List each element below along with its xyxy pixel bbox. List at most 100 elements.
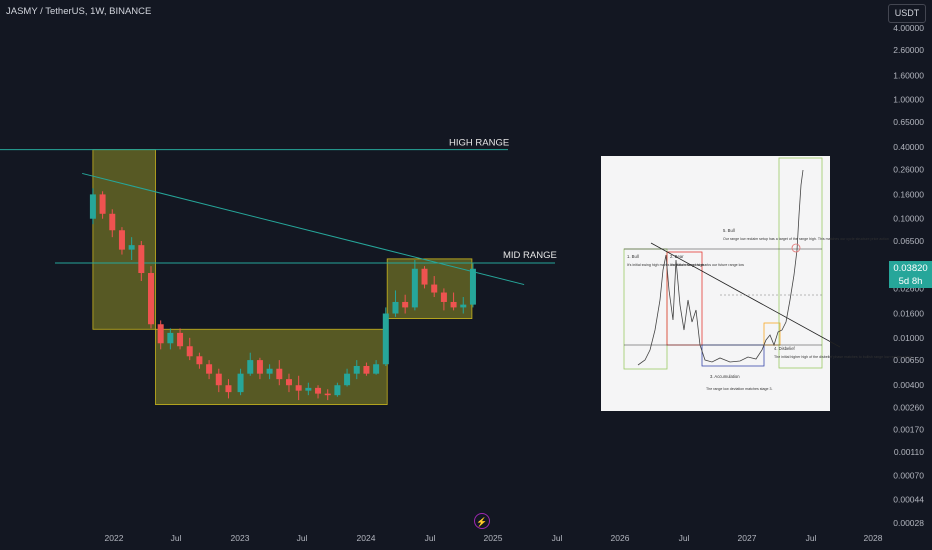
price-scale: 4.00000 2.60000 1.60000 1.00000 0.65000 0.400…: [893, 23, 924, 528]
time-scale: 2022 Jul 2023 Jul 2024 Jul 2025 Jul 2026 Jul 2027 J…: [105, 533, 883, 543]
candle: [411, 260, 418, 311]
last-price: 0.03820: [893, 263, 928, 274]
candle: [421, 266, 428, 289]
price-tick: 4.00000: [893, 23, 924, 33]
price-tick: 1.00000: [893, 95, 924, 105]
inset-bear-note: It's initial swing low marks our future …: [670, 263, 744, 267]
candle-body: [440, 292, 447, 302]
price-tick: 0.06500: [893, 236, 924, 246]
candle-body: [392, 301, 399, 314]
candle: [440, 288, 447, 311]
candle-body: [324, 393, 331, 396]
candle: [89, 188, 96, 225]
candle: [363, 362, 370, 376]
candle-body: [148, 273, 155, 325]
time-tick: Jul: [806, 533, 817, 543]
price-tick: 0.00070: [893, 470, 924, 480]
candle-body: [363, 365, 370, 374]
inset-bear-label: 2. Bear: [670, 254, 684, 259]
inset-bull5-note: Our range low reclaim setup has a target…: [723, 237, 889, 241]
time-tick: 2026: [611, 533, 630, 543]
inset-accumulation-label: 3. Accumulation: [710, 374, 740, 379]
candle: [167, 328, 174, 350]
range-zone-3: [386, 258, 473, 320]
candle-body: [256, 360, 263, 374]
price-tick: 0.40000: [893, 142, 924, 152]
candle-body: [266, 368, 273, 374]
currency-button[interactable]: USDT: [888, 4, 926, 23]
candle-body: [99, 194, 106, 214]
candle-body: [196, 356, 203, 365]
candle: [215, 368, 222, 393]
candle-body: [128, 245, 135, 250]
candle: [225, 379, 232, 399]
candle: [353, 360, 360, 380]
candle-body: [402, 301, 409, 308]
candle: [128, 237, 135, 261]
time-tick: Jul: [679, 533, 690, 543]
price-tick: 0.00028: [893, 518, 924, 528]
candle-body: [334, 385, 341, 396]
range-zone-2: [155, 328, 388, 406]
candle-body: [109, 213, 116, 231]
last-price-badge: 0.03820 5d 8h: [889, 261, 932, 288]
candle-body: [373, 364, 380, 374]
candle-body: [411, 268, 418, 308]
candle-body: [276, 368, 283, 380]
bolt-icon[interactable]: ⚡: [474, 513, 490, 529]
candle-body: [382, 313, 389, 365]
candle-body: [469, 268, 476, 305]
time-tick: 2025: [484, 533, 503, 543]
inset-bull1-note: It's initial swing high marks our future…: [627, 263, 704, 267]
candle-body: [421, 268, 428, 285]
candle-body: [305, 387, 312, 391]
candle: [266, 364, 273, 380]
candle-body: [118, 230, 125, 250]
candle: [344, 368, 351, 387]
candle-body: [138, 245, 145, 274]
price-tick: 0.00170: [893, 424, 924, 434]
candle: [109, 209, 116, 238]
candle: [373, 360, 380, 375]
candle: [148, 266, 155, 329]
candle-body: [285, 379, 292, 386]
candle: [177, 328, 184, 350]
price-tick: 0.00400: [893, 380, 924, 390]
candle: [247, 352, 254, 376]
candle: [324, 389, 331, 401]
price-tick: 0.01600: [893, 309, 924, 319]
candle: [392, 290, 399, 317]
range-levels: [0, 149, 555, 264]
inset-bull5-label: 5. Bull: [723, 228, 735, 233]
inset-accumulation-note: The range low deviation matches stage 3.: [706, 387, 773, 391]
candle: [196, 352, 203, 369]
candle: [431, 276, 438, 298]
candle: [276, 360, 283, 386]
candle-body: [177, 332, 184, 347]
inset-bull1-label: 1. Bull: [627, 254, 639, 259]
price-tick: 1.60000: [893, 70, 924, 80]
candle-body: [206, 364, 213, 374]
candle-body: [450, 301, 457, 308]
inset-disbelief-label: 4. Disbelief: [774, 346, 796, 351]
candle-body: [431, 284, 438, 293]
candle-body: [186, 346, 193, 357]
mid-range-label: MID RANGE: [503, 250, 557, 261]
candle: [295, 375, 302, 401]
bar-countdown: 5d 8h: [898, 276, 923, 287]
time-tick: Jul: [297, 533, 308, 543]
price-tick: 0.16000: [893, 189, 924, 199]
candle-body: [247, 360, 254, 374]
candle-body: [315, 387, 322, 394]
candle: [157, 320, 164, 350]
candle-body: [460, 304, 467, 308]
time-tick: 2024: [357, 533, 376, 543]
candle-body: [225, 385, 232, 393]
candle: [334, 382, 341, 397]
candle-body: [344, 373, 351, 386]
symbol-title: JASMY / TetherUS, 1W, BINANCE: [6, 6, 152, 17]
downtrend-line: [82, 172, 525, 286]
candle: [285, 373, 292, 393]
candle: [237, 368, 244, 396]
